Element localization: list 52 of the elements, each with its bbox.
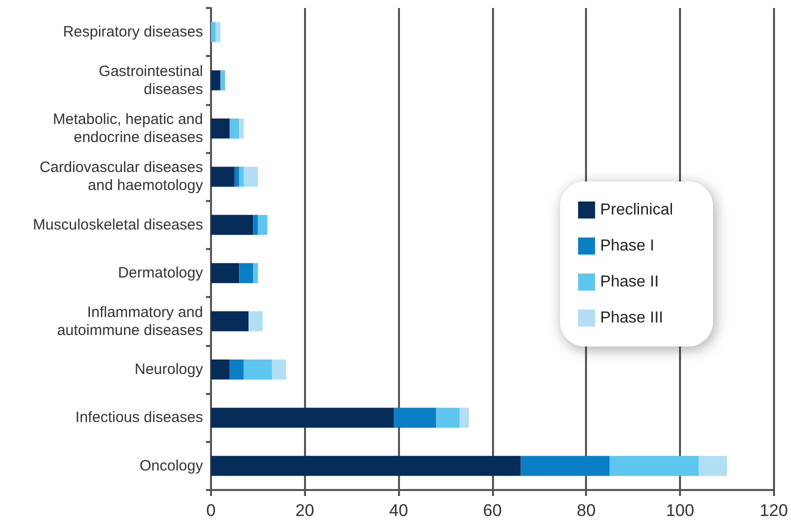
bar [520, 456, 610, 476]
y-tick-label: Cardiovascular diseases and haemotology [40, 159, 204, 194]
x-tick-label: 60 [482, 501, 502, 520]
y-tick-label: Dermatology [118, 264, 204, 282]
bar [394, 408, 436, 428]
bar [239, 263, 254, 284]
bar [253, 214, 258, 235]
bar [436, 408, 460, 428]
bar [239, 166, 244, 187]
bar [258, 214, 268, 235]
bar [211, 408, 394, 428]
legend-label: Phase I [600, 238, 654, 254]
bar [211, 166, 234, 187]
y-tick-label: Oncology [140, 457, 204, 474]
y-tick-label: Neurology [134, 361, 204, 378]
x-tick-label: 120 [760, 501, 788, 520]
bar [248, 311, 263, 332]
bar [272, 360, 286, 380]
y-tick-label: Infectious diseases [75, 409, 203, 426]
y-tick-label: Musculoskeletal diseases [32, 216, 203, 234]
bar [211, 118, 230, 138]
bar [220, 70, 226, 90]
x-tick-label: 100 [666, 501, 694, 520]
bar [211, 70, 220, 90]
legend-label: Preclinical [600, 202, 674, 218]
bar [211, 456, 521, 476]
bar [211, 263, 240, 284]
x-tick-label: 80 [576, 501, 596, 520]
legend-label: Phase II [600, 274, 659, 290]
bar [234, 166, 240, 187]
bar [211, 311, 249, 332]
bar [698, 456, 727, 476]
y-tick-label: Respiratory diseases [62, 24, 203, 41]
bar [211, 214, 254, 235]
bar [244, 360, 272, 380]
bar [211, 360, 230, 380]
bar [230, 118, 240, 138]
y-tick-label: Metabolic, hepatic and endocrine diseases [52, 111, 203, 146]
bar [230, 360, 244, 380]
bar [610, 456, 699, 476]
bar [244, 166, 258, 187]
y-tick-label: Gastrointestinal diseases [98, 62, 203, 98]
bar [460, 408, 469, 428]
x-tick-label: 0 [206, 501, 216, 520]
legend-label: Phase III [600, 310, 664, 326]
y-tick-label: Inflammatory and autoimmune diseases [57, 304, 203, 339]
bar [239, 118, 244, 138]
bar [216, 22, 220, 42]
x-tick-label: 40 [389, 501, 408, 520]
x-tick-label: 20 [295, 501, 314, 520]
bar [253, 263, 258, 284]
bar [211, 22, 216, 42]
